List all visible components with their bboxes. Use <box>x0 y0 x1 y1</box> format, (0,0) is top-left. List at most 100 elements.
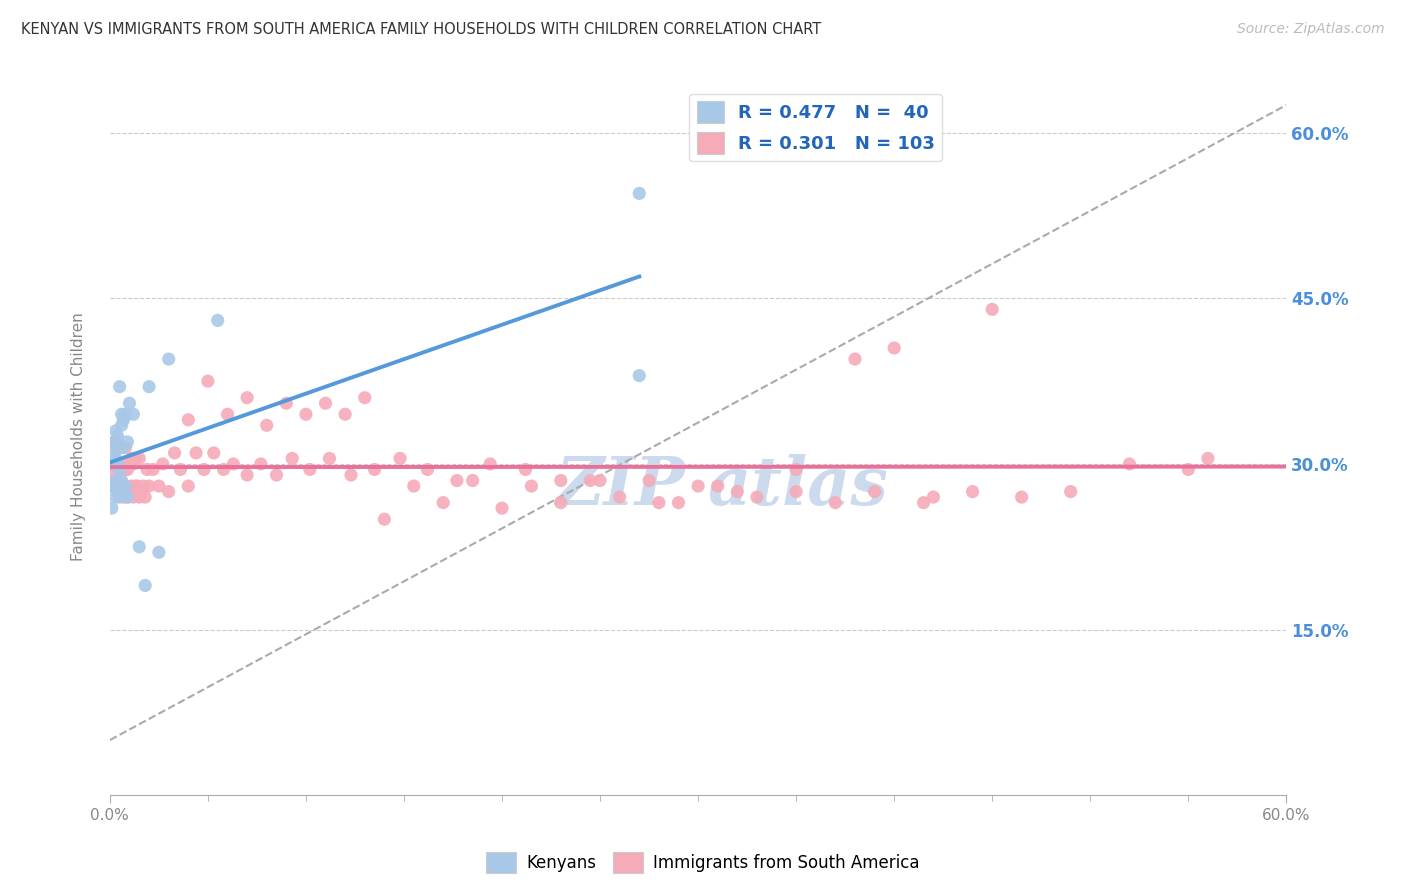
Point <box>785 484 807 499</box>
Point <box>117 434 139 449</box>
Point <box>104 457 127 471</box>
Point <box>157 352 180 367</box>
Point <box>107 434 129 449</box>
Point <box>108 490 131 504</box>
Point <box>520 479 543 493</box>
Point <box>281 451 304 466</box>
Point <box>922 490 945 504</box>
Point <box>962 484 984 499</box>
Point <box>129 484 152 499</box>
Point <box>579 474 602 488</box>
Point <box>1177 462 1199 476</box>
Point <box>108 462 131 476</box>
Point <box>114 441 136 455</box>
Point <box>157 484 180 499</box>
Point <box>479 457 502 471</box>
Point <box>134 578 156 592</box>
Point <box>193 462 215 476</box>
Point <box>107 479 129 493</box>
Point <box>114 407 136 421</box>
Point <box>863 484 886 499</box>
Point <box>104 424 127 438</box>
Point <box>122 490 145 504</box>
Point <box>124 451 146 466</box>
Point <box>101 457 124 471</box>
Point <box>824 495 846 509</box>
Point <box>1059 484 1081 499</box>
Point <box>104 490 127 504</box>
Point <box>515 462 537 476</box>
Point <box>103 434 125 449</box>
Point <box>550 495 572 509</box>
Point <box>491 501 513 516</box>
Point <box>197 374 219 388</box>
Point <box>118 484 141 499</box>
Point <box>112 441 135 455</box>
Y-axis label: Family Households with Children: Family Households with Children <box>72 312 86 561</box>
Point <box>333 407 356 421</box>
Text: ZIP atlas: ZIP atlas <box>555 454 889 519</box>
Point <box>177 413 200 427</box>
Point <box>112 490 135 504</box>
Point <box>318 451 340 466</box>
Point <box>128 451 150 466</box>
Point <box>340 468 363 483</box>
Point <box>108 441 131 455</box>
Point <box>136 462 159 476</box>
Point <box>668 495 690 509</box>
Point <box>688 479 710 493</box>
Point <box>432 495 454 509</box>
Point <box>114 484 136 499</box>
Point <box>101 479 124 493</box>
Point <box>134 490 156 504</box>
Point <box>236 391 259 405</box>
Legend: Kenyans, Immigrants from South America: Kenyans, Immigrants from South America <box>479 846 927 880</box>
Point <box>110 462 132 476</box>
Point <box>298 462 321 476</box>
Point <box>101 501 124 516</box>
Point <box>142 462 165 476</box>
Point <box>138 379 160 393</box>
Point <box>638 474 661 488</box>
Point <box>266 468 288 483</box>
Point <box>402 479 425 493</box>
Point <box>110 441 132 455</box>
Point <box>112 413 135 427</box>
Point <box>108 441 131 455</box>
Point <box>353 391 375 405</box>
Point <box>103 457 125 471</box>
Point <box>785 462 807 476</box>
Point <box>110 484 132 499</box>
Point <box>416 462 439 476</box>
Point <box>107 457 129 471</box>
Point <box>706 479 728 493</box>
Point <box>648 495 671 509</box>
Point <box>108 379 131 393</box>
Point <box>104 451 127 466</box>
Point <box>118 457 141 471</box>
Point <box>315 396 337 410</box>
Point <box>844 352 866 367</box>
Point <box>148 545 170 559</box>
Point <box>138 479 160 493</box>
Point <box>103 479 125 493</box>
Point <box>202 446 225 460</box>
Point <box>609 490 631 504</box>
Point <box>132 479 155 493</box>
Point <box>163 446 186 460</box>
Point <box>628 368 651 383</box>
Text: KENYAN VS IMMIGRANTS FROM SOUTH AMERICA FAMILY HOUSEHOLDS WITH CHILDREN CORRELAT: KENYAN VS IMMIGRANTS FROM SOUTH AMERICA … <box>21 22 821 37</box>
Point <box>110 407 132 421</box>
Point <box>222 457 245 471</box>
Point <box>122 457 145 471</box>
Point <box>589 474 612 488</box>
Point <box>107 457 129 471</box>
Point <box>628 186 651 201</box>
Legend: R = 0.477   N =  40, R = 0.301   N = 103: R = 0.477 N = 40, R = 0.301 N = 103 <box>689 94 942 161</box>
Point <box>104 441 127 455</box>
Point <box>236 468 259 483</box>
Point <box>124 479 146 493</box>
Point <box>363 462 385 476</box>
Point <box>112 484 135 499</box>
Point <box>114 462 136 476</box>
